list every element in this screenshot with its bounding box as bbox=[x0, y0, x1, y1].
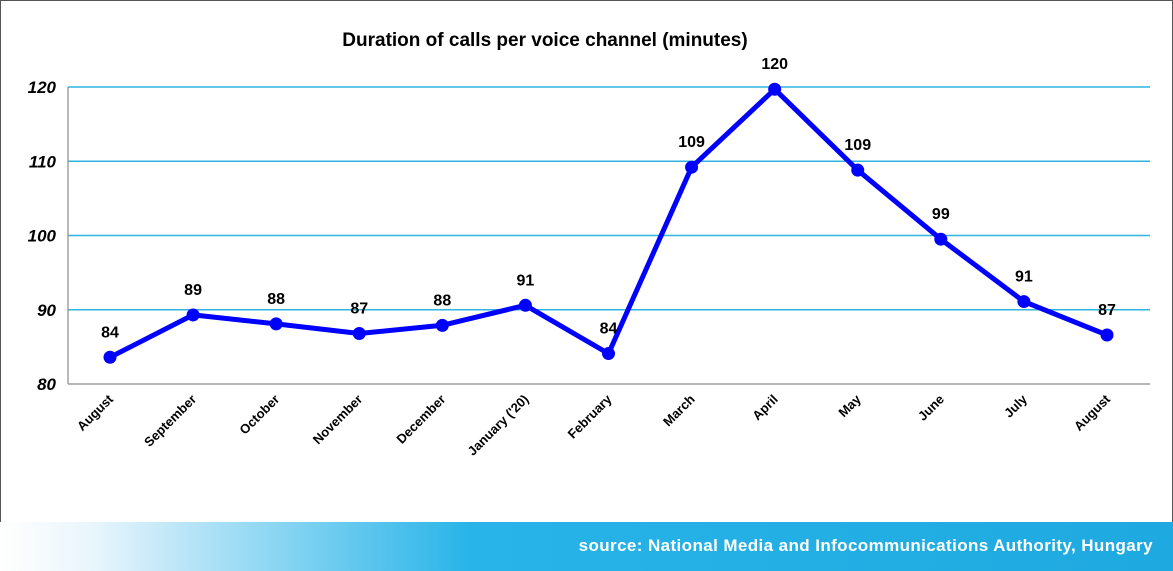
data-labels: 84 89 88 87 88 91 84 109 120 109 99 91 87 bbox=[101, 56, 1116, 341]
x-tick-label: August bbox=[1071, 391, 1114, 434]
x-tick-label: October bbox=[236, 392, 282, 438]
data-point bbox=[1017, 295, 1031, 309]
data-point bbox=[352, 327, 366, 341]
data-label: 87 bbox=[1098, 302, 1116, 319]
x-tick-label: November bbox=[310, 392, 366, 448]
data-point bbox=[518, 298, 532, 312]
data-point bbox=[186, 308, 200, 322]
source-banner: source: National Media and Infocommunica… bbox=[0, 522, 1173, 571]
data-point bbox=[269, 317, 283, 331]
data-point bbox=[435, 318, 449, 332]
data-series bbox=[103, 82, 1114, 364]
x-tick-label: July bbox=[1001, 391, 1031, 421]
x-tick-label: March bbox=[660, 391, 698, 429]
line-chart: 80 90 100 110 120 August September October Novem… bbox=[28, 56, 1150, 459]
x-tick-label: December bbox=[393, 392, 448, 447]
data-point bbox=[1100, 328, 1114, 342]
x-tick-label: January ('20) bbox=[465, 392, 532, 459]
data-point bbox=[602, 347, 615, 361]
source-text: source: National Media and Infocommunica… bbox=[578, 536, 1153, 555]
x-tick-label: February bbox=[565, 391, 615, 441]
y-tick-label: 120 bbox=[28, 78, 57, 97]
x-tick-label: August bbox=[74, 391, 117, 434]
chart-title: Duration of calls per voice channel (min… bbox=[342, 30, 748, 51]
data-point bbox=[851, 163, 865, 177]
y-tick-label: 80 bbox=[37, 375, 56, 394]
data-point bbox=[934, 232, 948, 246]
data-label: 84 bbox=[101, 324, 119, 341]
data-label: 89 bbox=[184, 282, 202, 299]
x-tick-label: May bbox=[835, 391, 864, 420]
y-tick-label: 90 bbox=[37, 301, 56, 320]
y-tick-label: 110 bbox=[29, 152, 57, 171]
gridlines bbox=[68, 86, 1150, 311]
data-label: 91 bbox=[1015, 269, 1033, 286]
data-label: 88 bbox=[433, 292, 451, 309]
data-point bbox=[685, 160, 699, 174]
data-label: 87 bbox=[350, 301, 368, 318]
x-tick-label: September bbox=[141, 392, 199, 450]
data-label: 91 bbox=[517, 272, 535, 289]
data-label: 99 bbox=[932, 206, 950, 223]
data-label: 84 bbox=[600, 321, 618, 338]
y-tick-label: 100 bbox=[28, 227, 57, 246]
x-tick-label: June bbox=[915, 392, 947, 424]
data-point bbox=[103, 350, 117, 364]
data-label: 120 bbox=[761, 56, 788, 73]
data-label: 109 bbox=[844, 137, 871, 154]
data-label: 88 bbox=[267, 291, 285, 308]
series-line bbox=[107, 86, 1110, 360]
data-point bbox=[768, 82, 782, 96]
x-tick-label: April bbox=[749, 392, 781, 424]
data-label: 109 bbox=[678, 134, 705, 151]
